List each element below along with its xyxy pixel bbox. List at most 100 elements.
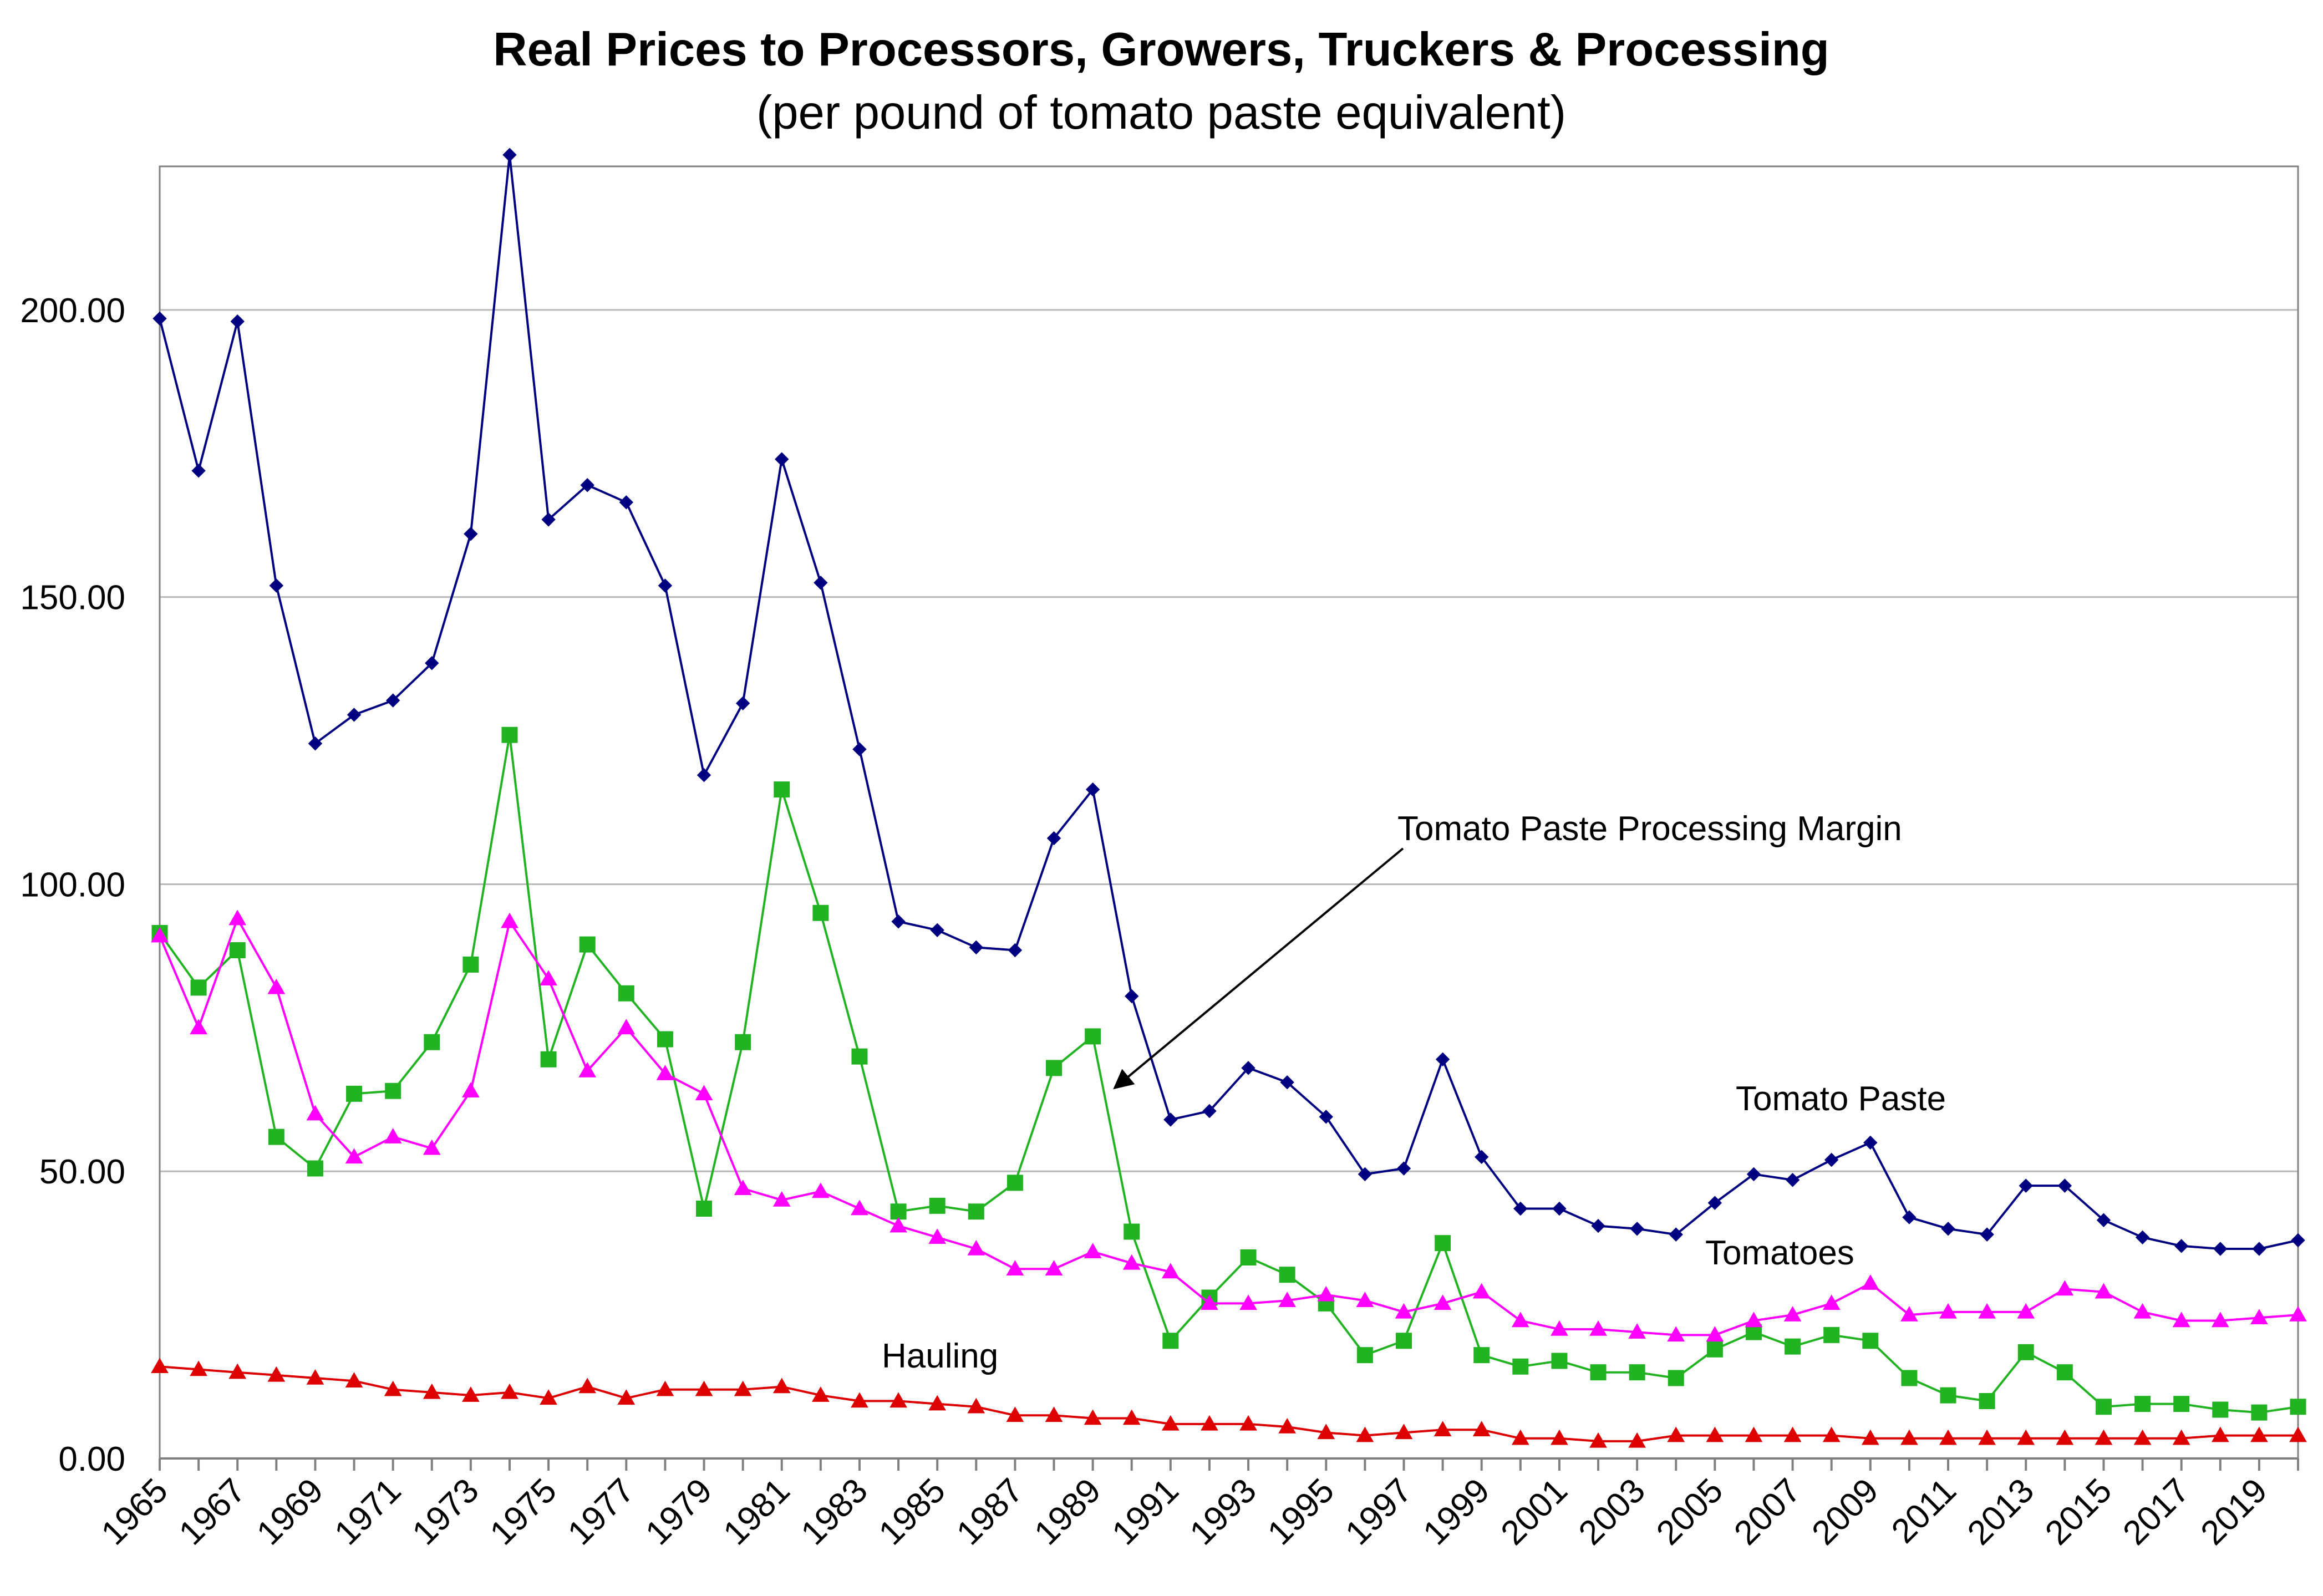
data-point — [1161, 1415, 1180, 1431]
data-point — [2095, 1429, 2113, 1445]
data-point — [464, 527, 478, 541]
axes: 0.0050.00100.00150.00200.001965196719691… — [20, 292, 2299, 1552]
data-point — [540, 1051, 557, 1068]
data-point — [1552, 1201, 1567, 1216]
data-point — [1162, 1333, 1179, 1349]
x-tick-label: 1993 — [1183, 1471, 1264, 1552]
data-point — [2291, 1233, 2305, 1248]
series-tomatoes — [151, 909, 2307, 1342]
series-hauling — [151, 1358, 2307, 1448]
data-point — [1241, 1061, 1255, 1075]
data-point — [619, 495, 634, 510]
data-point — [1628, 1432, 1646, 1448]
y-tick-label: 100.00 — [20, 866, 125, 904]
data-point — [345, 1148, 363, 1164]
data-point — [2056, 1280, 2074, 1296]
data-point — [2289, 1306, 2307, 1321]
data-point — [697, 767, 711, 782]
data-point — [1630, 1222, 1644, 1236]
data-point — [1940, 1387, 1956, 1404]
data-point — [540, 1389, 557, 1405]
annotation-processing-margin: Tomato Paste Processing Margin — [1397, 810, 1902, 848]
data-point — [1822, 1426, 1841, 1442]
x-tick-label: 1989 — [1027, 1471, 1108, 1552]
data-point — [2250, 1426, 2268, 1442]
data-point — [1356, 1426, 1374, 1442]
data-point — [1202, 1104, 1217, 1119]
data-point — [1280, 1075, 1294, 1090]
data-point — [2252, 1242, 2266, 1256]
data-point — [1122, 1254, 1141, 1270]
data-point — [1396, 1161, 1411, 1176]
data-point — [1085, 1028, 1101, 1045]
data-point — [775, 452, 789, 466]
data-point — [502, 148, 517, 162]
data-point — [2135, 1230, 2150, 1245]
data-point — [1046, 831, 1061, 846]
data-point — [1783, 1426, 1802, 1442]
data-point — [2290, 1399, 2306, 1415]
data-point — [2056, 1364, 2073, 1381]
data-point — [1978, 1429, 1996, 1445]
data-point — [735, 1034, 751, 1050]
data-point — [774, 781, 790, 798]
data-point — [1861, 1429, 1879, 1445]
data-point — [1669, 1227, 1683, 1242]
x-tick-label: 2019 — [2193, 1471, 2274, 1552]
data-point — [1473, 1347, 1490, 1364]
data-point — [580, 478, 594, 492]
data-point — [734, 1380, 752, 1396]
data-point — [852, 742, 867, 756]
data-point — [928, 1228, 947, 1244]
data-point — [812, 904, 829, 921]
data-point — [228, 1363, 247, 1379]
data-point — [230, 314, 245, 329]
data-point — [1939, 1303, 1957, 1319]
y-tick-label: 50.00 — [39, 1153, 125, 1191]
data-point — [2211, 1312, 2229, 1328]
series — [151, 148, 2307, 1448]
data-point — [1861, 1274, 1879, 1290]
data-point — [1007, 1175, 1023, 1191]
x-tick-label: 2017 — [2116, 1471, 2197, 1552]
data-point — [308, 736, 323, 751]
data-point — [462, 956, 479, 973]
data-point — [696, 1201, 713, 1217]
data-point — [306, 1369, 324, 1385]
data-point — [1201, 1294, 1218, 1310]
x-tick-label: 2007 — [1727, 1471, 1808, 1552]
data-point — [307, 1160, 323, 1177]
data-point — [2017, 1303, 2035, 1319]
data-point — [2095, 1399, 2112, 1415]
data-point — [2172, 1312, 2190, 1328]
data-point — [2096, 1213, 2111, 1227]
data-point — [2017, 1344, 2034, 1360]
data-point — [2173, 1396, 2190, 1412]
data-point — [1475, 1150, 1489, 1165]
chart-subtitle: (per pound of tomato paste equivalent) — [756, 87, 1566, 139]
data-point — [345, 1372, 363, 1387]
data-point — [1045, 1406, 1063, 1422]
data-point — [930, 923, 944, 937]
series-line-tomato-paste — [159, 154, 2299, 1250]
annotation-tomatoes: Tomatoes — [1705, 1234, 1854, 1272]
data-point — [1434, 1294, 1452, 1310]
data-point — [423, 1139, 441, 1155]
x-tick-label: 1971 — [327, 1471, 408, 1552]
x-tick-label: 2003 — [1572, 1471, 1653, 1552]
x-tick-label: 2009 — [1804, 1471, 1885, 1552]
data-point — [1435, 1052, 1450, 1066]
data-point — [1239, 1294, 1257, 1310]
x-tick-label: 1983 — [794, 1471, 875, 1552]
x-tick-label: 1965 — [94, 1471, 175, 1552]
data-point — [1707, 1196, 1722, 1210]
data-point — [347, 708, 362, 722]
data-point — [229, 942, 246, 959]
data-point — [1201, 1415, 1218, 1431]
series-tomato-paste — [153, 148, 2305, 1256]
data-point — [2289, 1426, 2307, 1442]
data-point — [617, 1389, 636, 1405]
x-tick-label: 2005 — [1649, 1471, 1730, 1552]
data-point — [384, 1380, 402, 1396]
data-point — [1667, 1426, 1685, 1442]
